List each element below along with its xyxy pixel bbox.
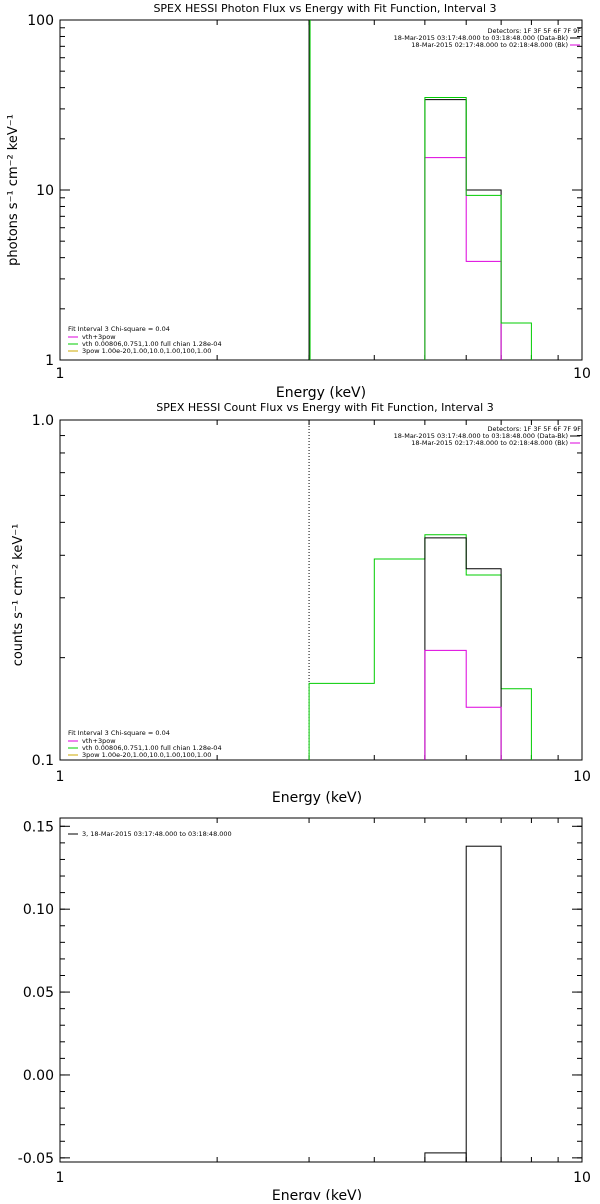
y-axis-label: photons s⁻¹ cm⁻² keV⁻¹ <box>6 114 21 266</box>
fit-line-2: vth 0.00806,0.751,1.00 full chian 1.28e-… <box>82 744 222 752</box>
x-axis-label: Energy (keV) <box>276 385 366 401</box>
chart-title: SPEX HESSI Photon Flux vs Energy with Fi… <box>153 2 496 15</box>
series-0-step-line <box>308 534 532 760</box>
y-tick-label-1.0: 1.0 <box>32 413 54 429</box>
chart-title: SPEX HESSI Count Flux vs Energy with Fit… <box>156 401 493 414</box>
y-tick-label: -0.05 <box>18 1151 54 1167</box>
fit-line-3: 3pow 1.00e-20,1.00,10.0,1.00,100,1.00 <box>82 751 211 759</box>
fit-line-2: vth 0.00806,0.751,1.00 full chian 1.28e-… <box>82 340 222 348</box>
plot-marks <box>424 845 502 1163</box>
x-tick-label-10: 10 <box>573 769 591 785</box>
data-bk-label: 18-Mar-2015 03:17:48.000 to 03:18:48.000… <box>394 34 568 42</box>
x-tick-label-1: 1 <box>56 366 65 382</box>
y-tick-label-1: 1 <box>45 353 54 369</box>
detectors-label: Detectors: 1F 3F 5F 6F 7F 9F <box>487 27 581 35</box>
y-tick-label: 0.00 <box>23 1068 54 1084</box>
x-tick-label-1: 1 <box>56 769 65 785</box>
fit-line-1: vth+3pow <box>82 737 116 745</box>
y-tick-label: 0.05 <box>23 985 54 1001</box>
plot-marks <box>308 420 532 760</box>
legend-label: 3, 18-Mar-2015 03:17:48.000 to 03:18:48.… <box>82 830 232 838</box>
fit-line-1: vth+3pow <box>82 333 116 341</box>
series-2-step-line <box>424 97 532 360</box>
x-tick-label-10: 10 <box>573 1170 591 1186</box>
residual-bar-1 <box>465 845 502 1163</box>
bk-label: 18-Mar-2015 02:17:48.000 to 02:18:48.000… <box>411 439 568 447</box>
fit-title: Fit Interval 3 Chi-square = 0.04 <box>68 325 170 333</box>
y-tick-label-100: 100 <box>27 13 54 29</box>
fit-line-3: 3pow 1.00e-20,1.00,10.0,1.00,100,1.00 <box>82 347 211 355</box>
y-tick-label: 0.15 <box>23 819 54 835</box>
plot-frame <box>59 817 583 1163</box>
plot-frame <box>59 419 583 761</box>
x-axis-label: Energy (keV) <box>272 1188 362 1200</box>
y-tick-label-10: 10 <box>36 183 54 199</box>
detectors-label: Detectors: 1F 3F 5F 6F 7F 9F <box>487 425 581 433</box>
fit-title: Fit Interval 3 Chi-square = 0.04 <box>68 729 170 737</box>
plot-marks <box>308 20 532 360</box>
x-axis-label: Energy (keV) <box>272 790 362 806</box>
y-axis-label: counts s⁻¹ cm⁻² keV⁻¹ <box>11 524 26 667</box>
data-bk-label: 18-Mar-2015 03:17:48.000 to 03:18:48.000… <box>394 432 568 440</box>
series-1-step-line <box>424 537 502 760</box>
y-tick-label: 0.10 <box>23 902 54 918</box>
series-2-step-line <box>424 649 502 760</box>
y-tick-label-0.1: 0.1 <box>32 753 54 769</box>
bk-label: 18-Mar-2015 02:17:48.000 to 02:18:48.000… <box>411 41 568 49</box>
x-tick-label-10: 10 <box>573 366 591 382</box>
x-tick-label-1: 1 <box>56 1170 65 1186</box>
y-tick-labels: 0.15 0.10 0.05 0.00 -0.05 <box>18 819 54 1167</box>
photon-flux-panel: SPEX HESSI Photon Flux vs Energy with Fi… <box>6 2 591 401</box>
count-flux-panel: SPEX HESSI Count Flux vs Energy with Fit… <box>11 401 591 806</box>
